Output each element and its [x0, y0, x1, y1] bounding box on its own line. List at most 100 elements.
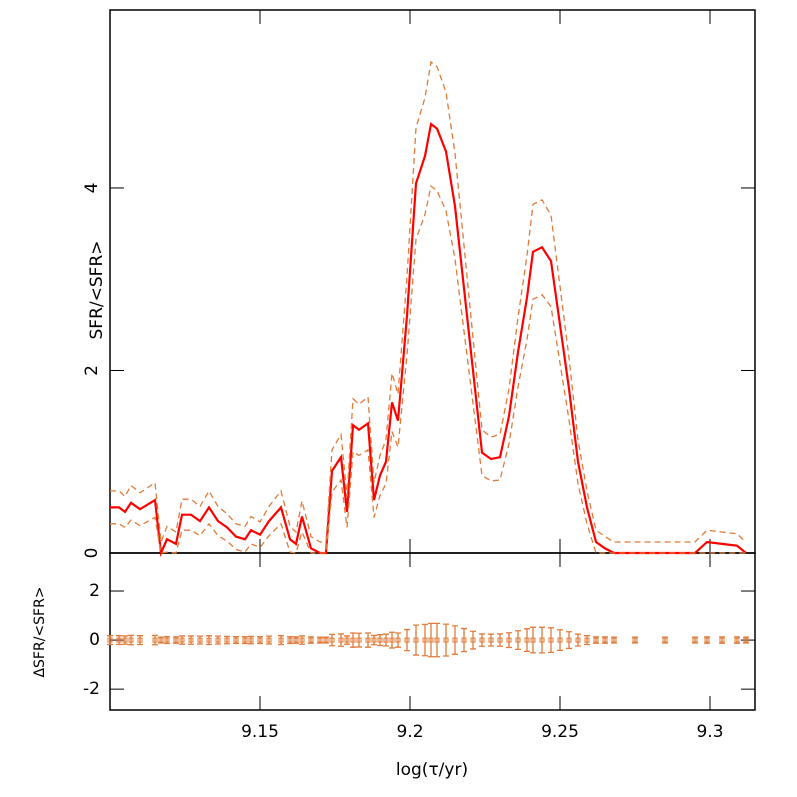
- error-bar: [395, 632, 401, 648]
- y-tick-label: 2: [89, 581, 100, 601]
- point: [173, 637, 179, 643]
- point: [338, 637, 344, 643]
- error-bar: [434, 622, 440, 658]
- point: [719, 637, 725, 643]
- point: [584, 637, 590, 643]
- point: [164, 637, 170, 643]
- x-tick-label: 9.3: [696, 722, 723, 742]
- error-bar: [365, 632, 371, 648]
- point: [557, 637, 563, 643]
- point: [323, 637, 329, 643]
- point: [497, 637, 503, 643]
- point: [128, 637, 134, 643]
- error-bar: [377, 634, 383, 647]
- point: [422, 637, 428, 643]
- error-bar: [278, 635, 284, 646]
- point: [692, 637, 698, 643]
- point: [506, 637, 512, 643]
- point: [530, 637, 536, 643]
- point: [524, 637, 530, 643]
- point: [344, 637, 350, 643]
- point: [452, 637, 458, 643]
- error-bar: [107, 635, 113, 646]
- error-bar: [137, 635, 143, 646]
- point: [116, 637, 122, 643]
- error-bar: [299, 635, 305, 645]
- data-line: [110, 184, 746, 554]
- error-bar: [548, 627, 554, 654]
- point: [242, 637, 248, 643]
- point: [575, 637, 581, 643]
- error-bar: [350, 632, 356, 648]
- point: [383, 637, 389, 643]
- error-bar: [266, 635, 272, 645]
- y-tick-label: -2: [83, 679, 100, 699]
- point: [356, 637, 362, 643]
- error-bar: [344, 635, 350, 645]
- point: [566, 637, 572, 643]
- error-bar: [497, 633, 503, 647]
- point: [389, 637, 395, 643]
- x-tick-label: 9.25: [541, 722, 579, 742]
- point: [257, 637, 263, 643]
- point: [137, 637, 143, 643]
- error-bar: [539, 626, 545, 654]
- point: [611, 637, 617, 643]
- error-bar: [479, 633, 485, 647]
- y-tick-label: 2: [82, 365, 102, 376]
- y-tick-label: 0: [89, 630, 100, 650]
- point: [632, 637, 638, 643]
- point: [365, 637, 371, 643]
- error-bar: [575, 633, 581, 647]
- point: [215, 637, 221, 643]
- error-bar: [329, 633, 335, 647]
- error-bar: [566, 631, 572, 650]
- point: [743, 637, 749, 643]
- point: [602, 637, 608, 643]
- error-bar: [422, 623, 428, 657]
- error-bar: [128, 634, 134, 646]
- x-tick-label: 9.15: [241, 722, 279, 742]
- data-line: [110, 122, 747, 558]
- error-bar: [452, 625, 458, 655]
- error-bar: [122, 635, 128, 645]
- point: [206, 637, 212, 643]
- error-bar: [206, 635, 212, 646]
- point: [278, 637, 284, 643]
- error-bar: [389, 631, 395, 649]
- bottom-frame: [109, 552, 756, 711]
- point: [428, 637, 434, 643]
- y-axis-label: ΔSFR/<SFR>: [32, 586, 48, 677]
- point: [317, 637, 323, 643]
- point: [266, 637, 272, 643]
- error-bar: [215, 635, 221, 645]
- point: [539, 637, 545, 643]
- error-bar: [470, 630, 476, 650]
- point: [308, 637, 314, 643]
- point: [233, 637, 239, 643]
- error-bar: [488, 633, 494, 647]
- point: [662, 637, 668, 643]
- point: [443, 637, 449, 643]
- point: [179, 637, 185, 643]
- error-bar: [179, 635, 185, 645]
- y-axis-label: SFR/<SFR>: [87, 241, 107, 340]
- point: [593, 637, 599, 643]
- error-bar: [461, 627, 467, 653]
- error-bar: [116, 635, 122, 646]
- point: [488, 637, 494, 643]
- point: [197, 637, 203, 643]
- point: [470, 637, 476, 643]
- point: [734, 637, 740, 643]
- point: [224, 637, 230, 643]
- error-bar: [413, 624, 419, 656]
- error-bar: [404, 628, 410, 652]
- point: [287, 637, 293, 643]
- point: [395, 637, 401, 643]
- point: [461, 637, 467, 643]
- error-bar: [371, 634, 377, 646]
- point: [299, 637, 305, 643]
- point: [371, 637, 377, 643]
- error-bar: [356, 632, 362, 648]
